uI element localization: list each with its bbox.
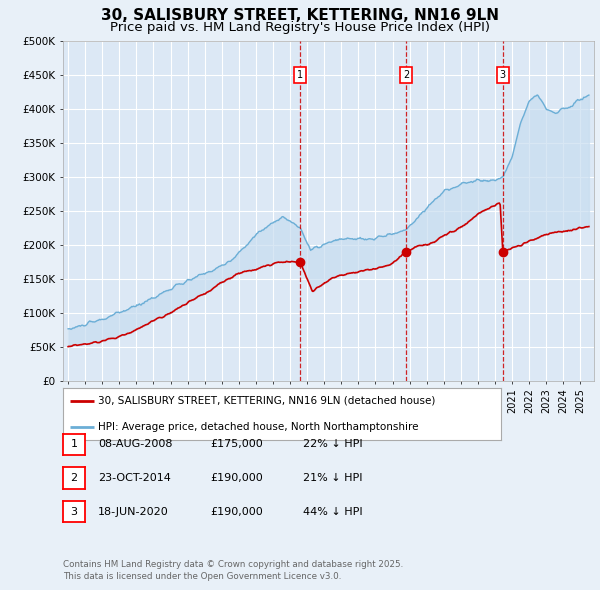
Text: 1: 1 (71, 440, 77, 449)
Text: 08-AUG-2008: 08-AUG-2008 (98, 440, 172, 449)
Text: 2: 2 (403, 70, 409, 80)
Text: 21% ↓ HPI: 21% ↓ HPI (303, 473, 362, 483)
Text: 3: 3 (71, 507, 77, 516)
Text: HPI: Average price, detached house, North Northamptonshire: HPI: Average price, detached house, Nort… (98, 422, 419, 431)
Text: 3: 3 (500, 70, 506, 80)
Text: 44% ↓ HPI: 44% ↓ HPI (303, 507, 362, 516)
Text: 30, SALISBURY STREET, KETTERING, NN16 9LN (detached house): 30, SALISBURY STREET, KETTERING, NN16 9L… (98, 396, 436, 405)
Text: £190,000: £190,000 (210, 473, 263, 483)
Text: Price paid vs. HM Land Registry's House Price Index (HPI): Price paid vs. HM Land Registry's House … (110, 21, 490, 34)
Text: 2: 2 (71, 473, 77, 483)
Text: £175,000: £175,000 (210, 440, 263, 449)
Text: 18-JUN-2020: 18-JUN-2020 (98, 507, 169, 516)
Text: 22% ↓ HPI: 22% ↓ HPI (303, 440, 362, 449)
Text: 30, SALISBURY STREET, KETTERING, NN16 9LN: 30, SALISBURY STREET, KETTERING, NN16 9L… (101, 8, 499, 23)
Text: Contains HM Land Registry data © Crown copyright and database right 2025.
This d: Contains HM Land Registry data © Crown c… (63, 560, 403, 581)
Text: £190,000: £190,000 (210, 507, 263, 516)
Text: 23-OCT-2014: 23-OCT-2014 (98, 473, 170, 483)
Text: 1: 1 (297, 70, 304, 80)
